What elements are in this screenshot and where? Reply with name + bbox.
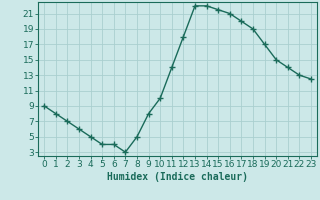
X-axis label: Humidex (Indice chaleur): Humidex (Indice chaleur) <box>107 172 248 182</box>
